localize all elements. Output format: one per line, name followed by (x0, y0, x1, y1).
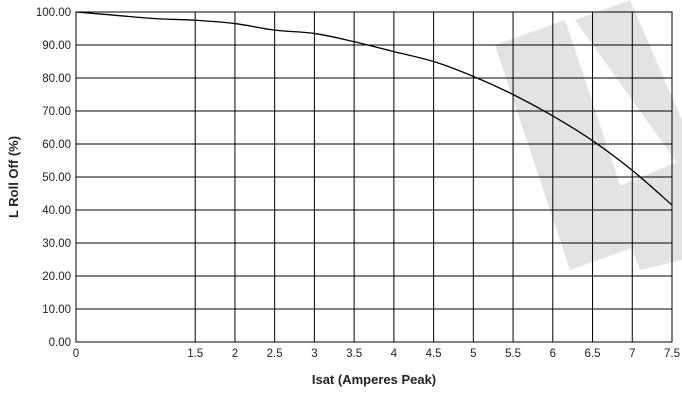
data-point-11 (512, 94, 514, 95)
data-point-12 (552, 115, 554, 117)
x-tick-label: 6 (550, 348, 556, 360)
y-tick-label: 90.00 (42, 40, 71, 52)
data-point-7 (353, 41, 355, 43)
y-tick-label: 0.00 (49, 337, 71, 349)
data-point-14 (631, 169, 633, 171)
x-tick-label: 5.5 (505, 348, 521, 360)
y-axis-title: L Roll Off (%) (6, 136, 21, 218)
y-tick-label: 80.00 (42, 73, 71, 85)
x-tick-label: 1.5 (187, 348, 203, 360)
watermark-stripe-2 (575, 0, 682, 170)
data-point-10 (472, 75, 474, 77)
grid-lines (75, 11, 673, 343)
data-point-1 (115, 14, 117, 16)
watermark-stripes (495, 0, 682, 270)
data-point-9 (433, 61, 435, 62)
x-tick-label: 7.5 (664, 348, 680, 360)
y-tick-label: 70.00 (42, 106, 71, 118)
data-point-5 (274, 29, 276, 31)
x-tick-label: 2 (232, 348, 238, 360)
series-group (75, 11, 673, 206)
plot-frame (75, 11, 673, 343)
y-tick-label: 30.00 (42, 238, 71, 250)
x-tick-label: 2.5 (267, 348, 283, 360)
y-tick-label: 20.00 (42, 271, 71, 283)
y-tick-label: 100.00 (36, 7, 71, 19)
x-tick-label: 3 (311, 348, 317, 360)
data-point-6 (313, 32, 315, 34)
x-tick-label: 4.5 (426, 348, 442, 360)
data-point-15 (671, 204, 673, 206)
y-tick-label: 40.00 (42, 205, 71, 217)
y-tick-label: 50.00 (42, 172, 71, 184)
x-axis-title: Isat (Amperes Peak) (312, 372, 436, 387)
data-point-4 (234, 23, 236, 25)
x-tick-label: 0 (73, 348, 79, 360)
series-line-0 (75, 11, 673, 206)
x-tick-label: 3.5 (346, 348, 362, 360)
data-point-8 (393, 51, 395, 53)
data-point-3 (194, 19, 196, 21)
watermark-stripe-1 (495, 20, 640, 270)
x-tick-labels: 0 1.5 2 2.5 3 3.5 4 4.5 5 5.5 6 6.5 7 7.5 (73, 348, 680, 360)
y-tick-labels: 0.00 10.00 20.00 30.00 40.00 50.00 60.00 70.00 8… (36, 7, 71, 349)
x-tick-label: 7 (629, 348, 635, 360)
x-tick-label: 4 (391, 348, 398, 360)
y-tick-label: 60.00 (42, 139, 71, 151)
y-tick-label: 10.00 (42, 304, 71, 316)
x-tick-label: 5 (470, 348, 476, 360)
data-point-13 (592, 140, 594, 142)
data-point-0 (75, 11, 77, 13)
x-tick-label: 6.5 (585, 348, 601, 360)
data-point-2 (154, 18, 156, 20)
